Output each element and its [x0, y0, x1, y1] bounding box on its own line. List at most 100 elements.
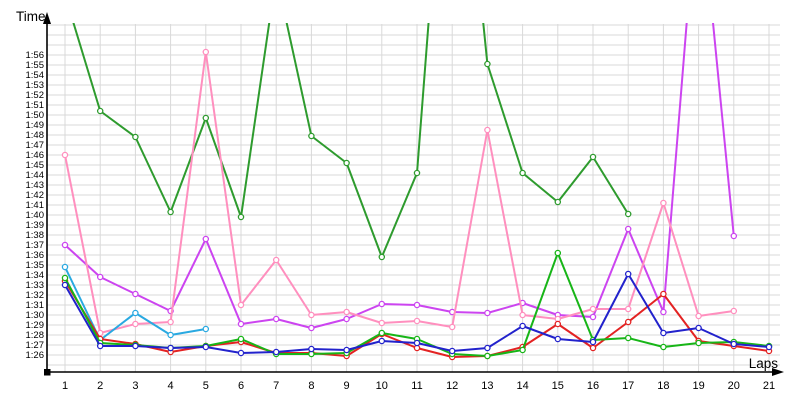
y-tick-label: 1:55	[26, 60, 45, 71]
series-red-marker	[624, 318, 632, 326]
series-blue-marker	[202, 343, 210, 351]
series-green-marker	[484, 352, 491, 360]
series-pink-marker	[730, 307, 738, 315]
y-axis-title: Time	[16, 9, 46, 24]
y-tick-label: 1:47	[26, 140, 45, 151]
series-blue-marker	[61, 281, 69, 289]
series-pink-marker	[167, 318, 174, 326]
series-dark-green-marker	[589, 153, 597, 161]
series-blue-marker	[730, 340, 738, 348]
series-dark-green-marker	[167, 208, 174, 216]
y-tick-label: 1:30	[26, 310, 45, 321]
series-cyan-marker	[61, 263, 69, 271]
y-tick-label: 1:51	[26, 100, 45, 111]
series-magenta-marker	[624, 225, 632, 233]
series-pink-marker	[695, 312, 702, 320]
y-tick-label: 1:26	[26, 350, 45, 361]
series-pink-marker	[61, 151, 69, 159]
y-tick-label: 1:38	[26, 230, 45, 241]
y-tick-label: 1:33	[26, 280, 45, 291]
series-magenta-marker	[343, 315, 350, 323]
series-blue-marker	[660, 329, 667, 337]
series-blue-marker	[132, 342, 139, 350]
series-blue-marker	[343, 346, 350, 354]
series-magenta-marker	[96, 273, 104, 281]
series-blue-marker	[413, 339, 421, 347]
series-blue-marker	[167, 344, 174, 352]
series-pink-marker	[519, 311, 526, 319]
x-tick-label: 8	[308, 380, 314, 392]
y-tick-label: 1:36	[26, 250, 45, 261]
series-blue-marker	[519, 322, 526, 330]
series-cyan-marker	[132, 309, 139, 317]
series-pink-marker	[308, 311, 315, 319]
series-blue-marker	[589, 338, 597, 346]
series-dark-green-marker	[413, 169, 421, 177]
x-tick-label: 7	[273, 380, 279, 392]
x-tick-label: 18	[657, 380, 669, 392]
series-pink-marker	[624, 305, 632, 313]
series-magenta-marker	[378, 300, 386, 308]
y-tick-label: 1:39	[26, 220, 45, 231]
series-magenta-marker	[132, 290, 139, 298]
x-tick-label: 16	[587, 380, 599, 392]
series-blue-marker	[237, 349, 245, 357]
y-tick-label: 1:44	[26, 170, 45, 181]
series-pink-marker	[448, 323, 456, 331]
y-tick-label: 1:53	[26, 80, 45, 91]
series-dark-green-marker	[308, 132, 315, 140]
x-tick-label: 5	[203, 380, 209, 392]
y-tick-label: 1:41	[26, 200, 45, 211]
series-blue-marker	[96, 342, 104, 350]
series-pink-line	[64, 51, 734, 334]
series-dark-green-marker	[202, 114, 210, 122]
series-green-marker	[61, 274, 69, 282]
x-tick-label: 19	[692, 380, 704, 392]
series-dark-green-marker	[624, 210, 632, 218]
x-tick-label: 11	[411, 380, 422, 392]
x-tick-label: 6	[238, 380, 244, 392]
series-blue-marker	[624, 270, 632, 278]
series-pink-marker	[272, 256, 280, 264]
y-tick-label: 1:27	[26, 340, 45, 351]
x-tick-label: 17	[622, 380, 634, 392]
series-magenta-marker	[589, 313, 597, 321]
series-magenta-marker	[413, 301, 421, 309]
y-tick-label: 1:48	[26, 130, 45, 141]
x-tick-label: 12	[446, 380, 458, 392]
y-tick-label: 1:28	[26, 330, 45, 341]
series-blue-marker	[272, 348, 280, 356]
y-tick-label: 1:56	[26, 50, 45, 61]
series-green-marker	[519, 346, 526, 354]
series-dark-green-marker	[96, 107, 104, 115]
series-pink-marker	[132, 320, 139, 328]
series-pink-marker	[413, 317, 421, 325]
series-dark-green-marker	[132, 133, 139, 141]
series-dark-green	[72, 23, 632, 261]
series-green-marker	[660, 343, 667, 351]
y-tick-label: 1:32	[26, 290, 45, 301]
series-pink-marker	[378, 319, 386, 327]
series-pink-marker	[202, 48, 210, 56]
x-tick-label: 15	[552, 380, 564, 392]
x-tick-label: 20	[728, 380, 740, 392]
y-tick-label: 1:37	[26, 240, 45, 251]
x-tick-label: 10	[376, 380, 388, 392]
y-tick-label: 1:49	[26, 120, 45, 131]
series-dark-green-marker	[237, 213, 245, 221]
series-blue-marker	[554, 335, 562, 343]
y-tick-label: 1:34	[26, 270, 45, 281]
series-blue-marker	[448, 347, 456, 355]
series-magenta-marker	[308, 324, 315, 332]
series-magenta-marker	[272, 315, 280, 323]
series-dark-green-marker	[343, 159, 350, 167]
series-cyan-marker	[167, 331, 174, 339]
series-green-marker	[624, 334, 632, 342]
series-blue	[61, 270, 773, 357]
y-tick-label: 1:46	[26, 150, 45, 161]
y-tick-label: 1:35	[26, 260, 45, 271]
series-blue-marker	[378, 337, 386, 345]
y-tick-label: 1:31	[26, 300, 45, 311]
